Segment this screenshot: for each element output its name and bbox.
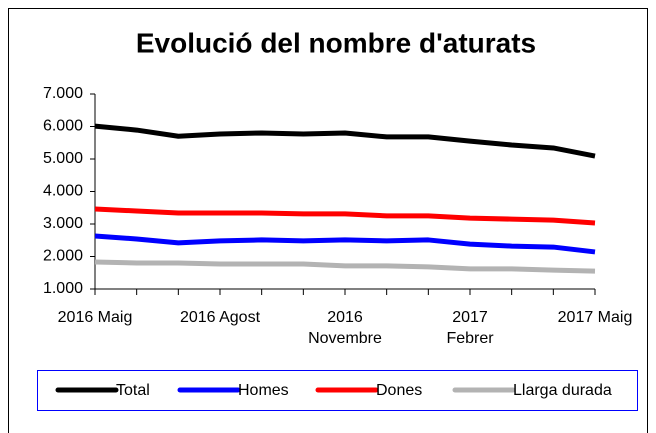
x-tick-label: 2017 Maig [557,309,633,326]
y-tick-label: 1.000 [43,280,83,297]
series-line [94,206,596,226]
chart-title: Evolució del nombre d'aturats [136,27,536,58]
legend-label: Homes [238,382,289,399]
y-tick-label: 3.000 [43,215,83,232]
x-tick-label: 2017 Febrer [446,309,494,347]
y-tick-label: 5.000 [43,150,83,167]
x-tick-label: 2016 Agost [179,309,261,326]
x-tick-label: 2016 Maig [57,309,133,326]
y-tick-label: 6.000 [43,118,83,135]
y-tick-label: 4.000 [43,183,83,200]
y-tick-label: 7.000 [43,85,83,102]
legend-label: Llarga durada [513,382,612,399]
series-line [94,259,596,274]
series-line [94,233,596,255]
y-tick-label: 2.000 [43,248,83,265]
legend-label: Total [116,382,150,399]
legend-label: Dones [376,382,422,399]
x-tick-label: 2016 Novembre [308,309,382,347]
series-line [94,123,596,159]
